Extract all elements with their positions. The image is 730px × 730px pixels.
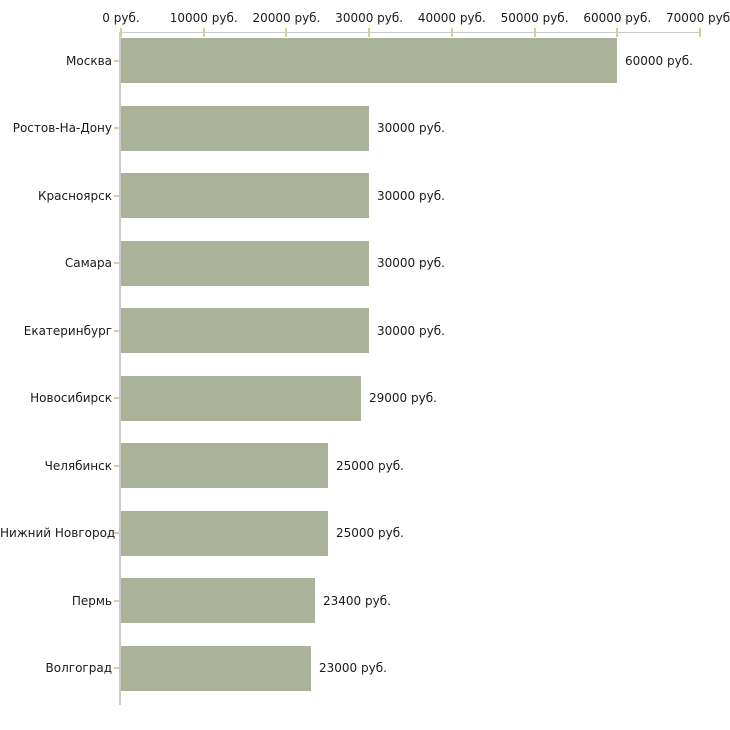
category-label: Самара bbox=[64, 256, 112, 271]
bar-3 bbox=[121, 173, 369, 219]
x-axis-tick-label: 30000 руб. bbox=[335, 11, 404, 25]
value-label: 25000 руб. bbox=[336, 458, 404, 473]
value-label: 23000 руб. bbox=[319, 661, 387, 676]
category-label: Екатеринбург bbox=[23, 323, 112, 338]
x-axis-tick-label: 10000 руб. bbox=[169, 11, 238, 25]
bar-1 bbox=[121, 38, 617, 83]
x-axis-tick bbox=[285, 28, 288, 37]
bar-2 bbox=[121, 105, 369, 151]
x-axis-tick-label: 60000 руб. bbox=[583, 11, 652, 25]
x-axis-tick bbox=[450, 28, 453, 37]
value-label: 30000 руб. bbox=[377, 188, 445, 203]
value-label: 60000 руб. bbox=[625, 53, 693, 68]
x-axis-tick bbox=[368, 28, 371, 37]
bar-9 bbox=[121, 578, 315, 624]
y-axis-tick bbox=[114, 464, 119, 467]
x-axis-line bbox=[119, 32, 701, 33]
x-axis-tick-label: 20000 руб. bbox=[252, 11, 321, 25]
x-axis-tick-label: 0 руб. bbox=[102, 11, 140, 25]
value-label: 30000 руб. bbox=[377, 121, 445, 136]
x-axis-tick bbox=[120, 28, 122, 37]
value-label: 23400 руб. bbox=[323, 593, 391, 608]
category-label: Волгоград bbox=[45, 661, 112, 676]
y-axis-tick bbox=[114, 262, 119, 265]
bar-4 bbox=[121, 240, 369, 286]
category-label: Москва bbox=[66, 53, 112, 68]
bar-10 bbox=[121, 645, 311, 691]
category-label: Челябинск bbox=[44, 458, 112, 473]
bar-7 bbox=[121, 443, 328, 489]
category-label: Нижний Новгород bbox=[0, 526, 116, 541]
category-label: Новосибирск bbox=[30, 391, 112, 406]
y-axis-tick bbox=[114, 599, 119, 602]
bar-6 bbox=[121, 375, 361, 421]
y-axis-tick bbox=[114, 397, 119, 400]
y-axis-tick bbox=[114, 127, 119, 130]
y-axis-tick bbox=[114, 194, 119, 197]
category-label: Пермь bbox=[71, 593, 112, 608]
category-label: Ростов-На-Дону bbox=[12, 121, 112, 136]
x-axis-tick bbox=[699, 28, 701, 37]
x-axis-tick bbox=[202, 28, 205, 37]
y-axis-tick bbox=[114, 667, 119, 670]
value-label: 30000 руб. bbox=[377, 323, 445, 338]
value-label: 29000 руб. bbox=[369, 391, 437, 406]
y-axis-tick bbox=[114, 329, 119, 332]
value-label: 30000 руб. bbox=[377, 256, 445, 271]
x-axis-tick-label: 70000 руб. bbox=[666, 11, 730, 25]
bar-8 bbox=[121, 510, 328, 556]
y-axis-tick bbox=[114, 532, 119, 535]
category-label: Красноярск bbox=[38, 188, 112, 203]
value-label: 25000 руб. bbox=[336, 526, 404, 541]
y-axis-tick bbox=[114, 59, 119, 62]
x-axis-tick bbox=[533, 28, 536, 37]
x-axis-tick-label: 50000 руб. bbox=[500, 11, 569, 25]
x-axis-tick-label: 40000 руб. bbox=[417, 11, 486, 25]
bar-5 bbox=[121, 308, 369, 354]
x-axis-tick bbox=[616, 28, 619, 37]
y-axis-line bbox=[119, 32, 121, 705]
